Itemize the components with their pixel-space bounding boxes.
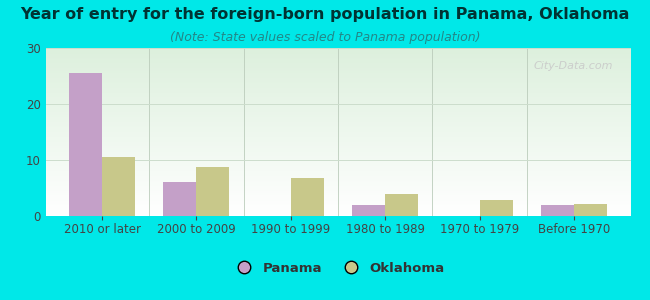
Text: Year of entry for the foreign-born population in Panama, Oklahoma: Year of entry for the foreign-born popul… <box>20 8 630 22</box>
Bar <box>291 178 324 216</box>
Bar <box>574 204 607 216</box>
Bar <box>352 205 385 216</box>
Bar <box>69 73 102 216</box>
Text: (Note: State values scaled to Panama population): (Note: State values scaled to Panama pop… <box>170 32 480 44</box>
Bar <box>102 157 135 216</box>
Bar <box>385 194 418 216</box>
Text: City-Data.com: City-Data.com <box>534 61 613 71</box>
Bar <box>163 182 196 216</box>
Bar <box>541 205 574 216</box>
Bar <box>480 200 513 216</box>
Legend: Panama, Oklahoma: Panama, Oklahoma <box>226 256 450 280</box>
Bar <box>196 167 229 216</box>
